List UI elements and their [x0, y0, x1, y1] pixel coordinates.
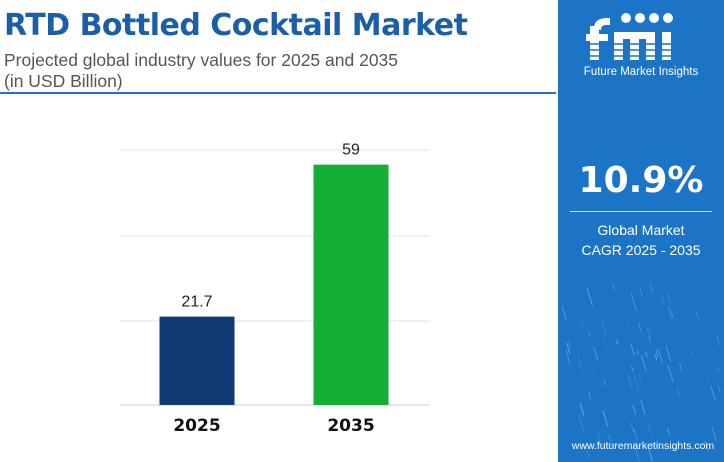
panel-background — [561, 283, 721, 462]
panel-pattern-stroke — [716, 335, 721, 346]
panel-pattern-stroke — [648, 448, 653, 462]
bar-2035 — [313, 164, 389, 405]
chart-title: RTD Bottled Cocktail Market — [4, 8, 468, 43]
panel-pattern-stroke — [636, 350, 640, 355]
panel-pattern-stroke — [630, 422, 635, 433]
panel-pattern-stroke — [638, 375, 642, 382]
subtitle-line-2: (in USD Billion) — [4, 71, 123, 91]
panel-pattern-stroke — [590, 369, 595, 379]
chart-subtitle: Projected global industry values for 202… — [4, 50, 398, 92]
panel-pattern-stroke — [577, 355, 584, 374]
panel-pattern-stroke — [597, 430, 602, 442]
panel-pattern-stroke — [666, 306, 672, 320]
panel-pattern-stroke — [640, 355, 647, 372]
info-panel: Future Market Insights 10.9% Global Mark… — [558, 0, 724, 462]
panel-pattern-stroke — [645, 351, 648, 358]
cagr-value: 10.9% — [578, 160, 704, 201]
bar-chart: 21.7 2025 59 2035 — [120, 142, 430, 436]
panel-pattern-stroke — [661, 294, 665, 305]
panel-pattern-stroke — [640, 399, 646, 415]
panel-pattern-stroke — [593, 346, 599, 361]
panel-pattern-stroke — [649, 283, 654, 293]
panel-pattern-stroke — [667, 427, 671, 436]
cagr-label-line-2: CAGR 2025 - 2035 — [581, 242, 701, 258]
cagr-label-line-1: Global Market — [597, 222, 685, 238]
panel-pattern-stroke — [711, 426, 717, 441]
header-divider — [0, 92, 556, 94]
panel-pattern-stroke — [612, 284, 615, 290]
panel-pattern-stroke — [654, 354, 658, 361]
panel-pattern-stroke — [580, 317, 585, 329]
panel-pattern-stroke — [630, 292, 637, 311]
panel-pattern-stroke — [615, 339, 619, 345]
panel-pattern-stroke — [588, 391, 592, 400]
panel-pattern-stroke — [639, 288, 643, 297]
panel-pattern-stroke — [666, 292, 671, 305]
panel-divider — [570, 211, 712, 212]
data-label-2035: 59 — [342, 142, 360, 159]
panel-pattern-stroke — [630, 343, 635, 356]
panel-pattern-stroke — [585, 447, 590, 458]
subtitle-line-1: Projected global industry values for 202… — [4, 50, 399, 70]
fmi-logo-icon — [586, 13, 677, 60]
panel-pattern-stroke — [665, 346, 672, 362]
panel-pattern-stroke — [667, 364, 674, 382]
panel-pattern-stroke — [690, 349, 694, 356]
panel-pattern-stroke — [695, 310, 699, 320]
panel-pattern-stroke — [646, 327, 651, 337]
panel-pattern-stroke — [570, 429, 573, 436]
bar-2025 — [159, 316, 235, 405]
panel-pattern-stroke — [655, 349, 659, 358]
panel-pattern-stroke — [568, 340, 572, 348]
brand-name: Future Market Insights — [583, 66, 699, 78]
panel-pattern-stroke — [669, 306, 674, 319]
panel-pattern-stroke — [632, 405, 637, 415]
panel-pattern-stroke — [705, 376, 709, 382]
panel-pattern-stroke — [603, 339, 607, 349]
panel-pattern-stroke — [657, 348, 663, 364]
panel-pattern-stroke — [633, 428, 638, 441]
panel-pattern-stroke — [704, 441, 709, 451]
panel-pattern-stroke — [588, 331, 591, 337]
panel-pattern-stroke — [717, 383, 721, 393]
website-link[interactable]: www.futuremarketinsights.com — [571, 440, 715, 452]
x-tick-label-2025: 2025 — [173, 416, 220, 436]
panel-pattern-stroke — [585, 286, 589, 292]
panel-pattern-stroke — [633, 444, 640, 461]
panel-pattern-stroke — [586, 288, 593, 306]
panel-pattern-stroke — [566, 342, 571, 354]
panel-pattern-stroke — [601, 442, 604, 447]
panel-pattern-stroke — [646, 421, 653, 438]
panel-pattern-stroke — [676, 388, 680, 397]
panel-pattern-stroke — [637, 322, 642, 333]
panel-pattern-stroke — [716, 367, 720, 373]
panel-pattern-stroke — [648, 336, 652, 343]
data-label-2025: 21.7 — [181, 294, 212, 311]
panel-pattern-stroke — [633, 373, 640, 391]
panel-pattern-stroke — [565, 349, 571, 364]
panel-pattern-stroke — [688, 303, 692, 310]
panel-pattern-stroke — [601, 320, 607, 335]
panel-pattern-stroke — [631, 365, 634, 372]
panel-pattern-stroke — [710, 385, 716, 401]
panel-pattern-stroke — [602, 410, 609, 427]
panel-pattern-stroke — [579, 402, 585, 416]
panel-pattern-stroke — [608, 434, 613, 447]
panel-pattern-stroke — [561, 306, 567, 321]
panel-pattern-stroke — [578, 414, 585, 432]
panel-pattern-stroke — [679, 363, 683, 372]
panel-pattern-stroke — [578, 403, 585, 420]
panel-pattern-stroke — [624, 317, 629, 328]
x-tick-label-2035: 2035 — [327, 416, 374, 436]
panel-pattern-stroke — [603, 379, 607, 386]
panel-pattern-stroke — [627, 373, 633, 388]
